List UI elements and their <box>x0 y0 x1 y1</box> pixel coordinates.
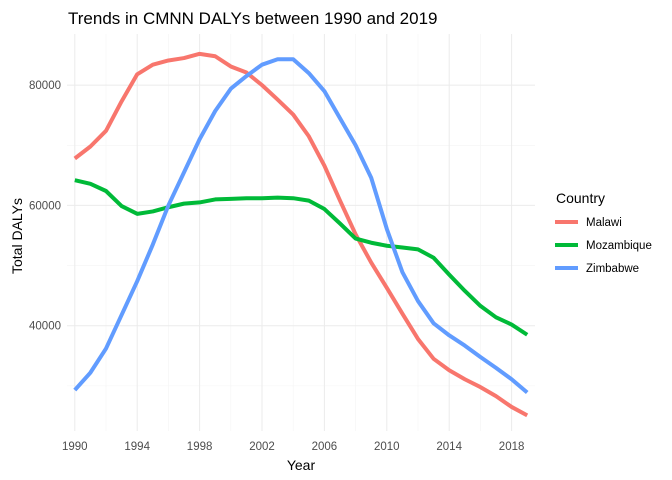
grid-lines <box>67 34 535 431</box>
x-tick-label: 1994 <box>124 441 150 453</box>
x-tick-label: 2002 <box>249 441 275 453</box>
x-tick-label: 2010 <box>374 441 400 453</box>
legend-label-mozambique: Mozambique <box>586 240 652 252</box>
x-tick-label: 2014 <box>436 441 462 453</box>
y-tick-label: 60000 <box>29 200 61 212</box>
x-axis-title: Year <box>287 457 316 473</box>
y-tick-label: 80000 <box>29 80 61 92</box>
x-tick-label: 1998 <box>187 441 213 453</box>
legend-title: Country <box>556 190 605 206</box>
series-line-malawi <box>73 51 529 418</box>
legend-label-malawi: Malawi <box>586 217 622 229</box>
series-lines <box>73 51 529 418</box>
y-axis-title: Total DALYs <box>9 198 25 274</box>
legend-label-zimbabwe: Zimbabwe <box>586 263 639 275</box>
series-line-mozambique <box>74 178 529 337</box>
x-tick-label: 2018 <box>499 441 525 453</box>
x-axis-ticks: 1990 1994 1998 2002 2006 2010 2014 2018 <box>62 441 524 453</box>
x-tick-label: 2006 <box>312 441 338 453</box>
legend: Country Malawi Mozambique Zimbabwe <box>555 190 652 275</box>
series-line-zimbabwe <box>73 57 529 395</box>
y-axis-ticks: 40000 60000 80000 <box>29 80 61 333</box>
x-tick-label: 1990 <box>62 441 88 453</box>
chart-title: Trends in CMNN DALYs between 1990 and 20… <box>68 9 437 28</box>
y-tick-label: 40000 <box>29 321 61 333</box>
